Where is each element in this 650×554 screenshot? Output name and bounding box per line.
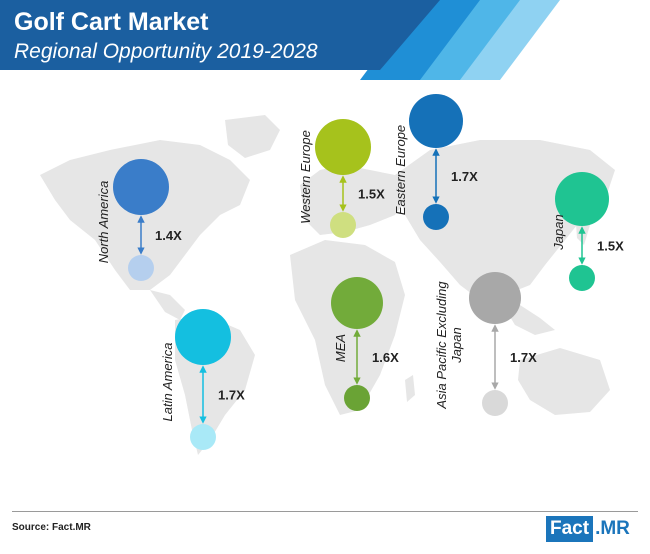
landmass-north-america (40, 140, 250, 290)
region-eastern-europe: 1.7X Eastern Europe (393, 94, 478, 230)
bubble-2019-latin-america (190, 424, 216, 450)
chart-subtitle: Regional Opportunity 2019-2028 (14, 40, 318, 63)
growth-label-north-america: 1.4X (155, 228, 182, 243)
landmass-asia (395, 140, 615, 300)
region-mea: 1.6X MEA (331, 277, 399, 411)
bubble-2028-western-europe (315, 119, 371, 175)
region-label-north-america: North America (96, 181, 111, 264)
growth-label-asia-pacific-excluding-japan: 1.7X (510, 350, 537, 365)
bubble-2019-north-america (128, 255, 154, 281)
landmass-greenland (225, 115, 280, 158)
footer-divider (12, 511, 638, 512)
bubble-2028-north-america (113, 159, 169, 215)
banner-main (0, 0, 440, 70)
region-western-europe: 1.5X Western Europe (298, 119, 385, 238)
factmr-logo: Fact .MR (546, 516, 630, 542)
bubble-2028-japan (555, 172, 609, 226)
bubble-2028-eastern-europe (409, 94, 463, 148)
region-bubbles: 1.4X North America 1.7X Latin America 1.5X We… (96, 94, 624, 450)
region-japan: 1.5X Japan (551, 172, 624, 291)
region-latin-america: 1.7X Latin America (160, 309, 245, 450)
growth-label-latin-america: 1.7X (218, 388, 245, 403)
logo-fact-text: Fact (546, 516, 594, 542)
region-label-mea: MEA (333, 334, 348, 362)
landmass-europe (300, 165, 410, 235)
bubble-2019-japan (569, 265, 595, 291)
bubble-2019-mea (344, 385, 370, 411)
region-asia-pacific-excluding-japan: 1.7X Asia Pacific ExcludingJapan (434, 272, 537, 416)
growth-label-western-europe: 1.5X (358, 187, 385, 202)
banner-stripe-1 (360, 0, 480, 80)
region-label-western-europe: Western Europe (298, 130, 313, 224)
source-note: Source: Fact.MR (12, 522, 91, 533)
growth-label-eastern-europe: 1.7X (451, 169, 478, 184)
bubble-2019-asia-pacific-excluding-japan (482, 390, 508, 416)
landmass-australia (518, 348, 610, 415)
growth-label-mea: 1.6X (372, 350, 399, 365)
region-label-latin-america: Latin America (160, 343, 175, 422)
bubble-2019-western-europe (330, 212, 356, 238)
landmass-central-america (150, 290, 185, 320)
region-north-america: 1.4X North America (96, 159, 182, 281)
region-label-japan: Japan (551, 214, 566, 250)
growth-label-japan: 1.5X (597, 239, 624, 254)
logo-mr-text: .MR (595, 518, 630, 539)
chart-title: Golf Cart Market (14, 8, 209, 36)
bubble-2028-latin-america (175, 309, 231, 365)
title-block: Golf Cart Market Regional Opportunity 20… (14, 8, 318, 66)
header-banner (0, 0, 560, 80)
landmass-madagascar (405, 375, 415, 402)
bubble-2019-eastern-europe (423, 204, 449, 230)
region-label-asia-pacific-excluding-japan: Asia Pacific ExcludingJapan (434, 281, 464, 410)
landmass-africa (290, 240, 405, 415)
region-label-eastern-europe: Eastern Europe (393, 125, 408, 215)
bubble-2028-mea (331, 277, 383, 329)
bubble-2028-asia-pacific-excluding-japan (469, 272, 521, 324)
